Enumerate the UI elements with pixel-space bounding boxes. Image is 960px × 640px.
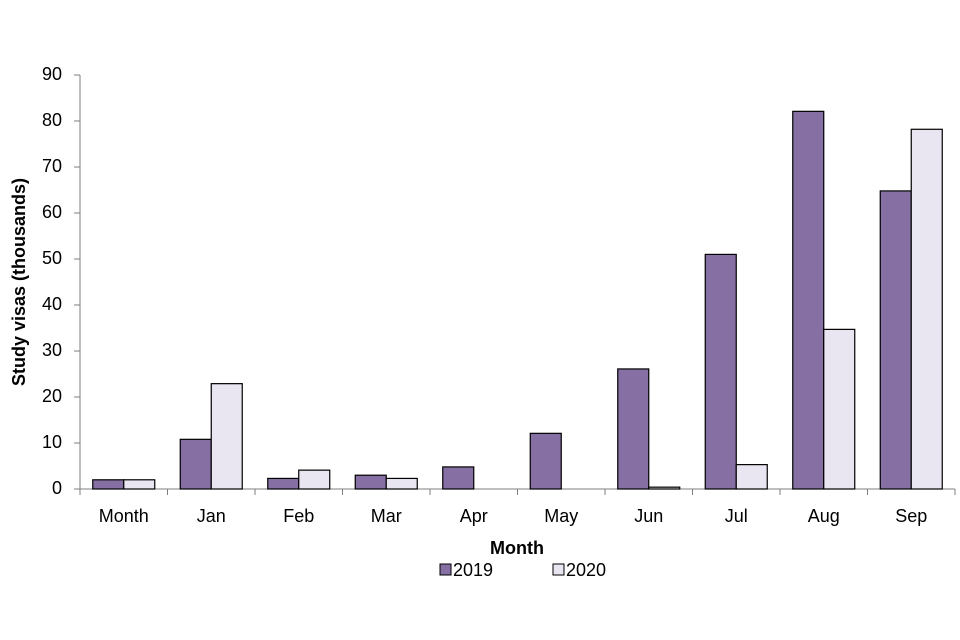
x-tick-label: Mar: [371, 506, 402, 526]
bar: [823, 328, 856, 490]
bar: [210, 383, 243, 490]
legend-label: 2019: [453, 560, 493, 580]
bar: [792, 110, 825, 490]
bar: [529, 432, 562, 490]
y-tick-label: 50: [42, 248, 62, 268]
y-tick-label: 60: [42, 202, 62, 222]
y-axis-label: Study visas (thousands): [9, 178, 29, 386]
bar: [910, 128, 943, 490]
bar: [879, 190, 912, 490]
bar: [267, 477, 300, 490]
y-tick-label: 0: [52, 478, 62, 498]
x-tick-label: Jan: [197, 506, 226, 526]
x-tick-label: Feb: [283, 506, 314, 526]
bar: [179, 438, 212, 490]
legend-swatch: [439, 563, 452, 576]
bar: [385, 477, 418, 490]
bar: [354, 474, 387, 490]
bar: [92, 479, 125, 490]
bar: [648, 486, 681, 490]
legend-label: 2020: [566, 560, 606, 580]
x-tick-label: Aug: [808, 506, 840, 526]
x-tick-label: Jun: [634, 506, 663, 526]
y-tick-label: 80: [42, 110, 62, 130]
bar: [735, 464, 768, 490]
x-axis-label: Month: [490, 538, 544, 558]
y-tick-label: 90: [42, 64, 62, 84]
bar: [123, 479, 156, 490]
y-tick-label: 40: [42, 294, 62, 314]
y-tick-label: 10: [42, 432, 62, 452]
legend-swatch: [552, 563, 565, 576]
x-tick-label: Apr: [460, 506, 488, 526]
x-tick-label: Sep: [895, 506, 927, 526]
bar: [704, 253, 737, 490]
y-tick-label: 70: [42, 156, 62, 176]
bar: [617, 368, 650, 490]
y-tick-label: 20: [42, 386, 62, 406]
bar: [298, 469, 331, 490]
y-tick-label: 30: [42, 340, 62, 360]
bar: [442, 466, 475, 490]
x-tick-label: Jul: [725, 506, 748, 526]
x-tick-label: Month: [99, 506, 149, 526]
x-tick-label: May: [544, 506, 578, 526]
